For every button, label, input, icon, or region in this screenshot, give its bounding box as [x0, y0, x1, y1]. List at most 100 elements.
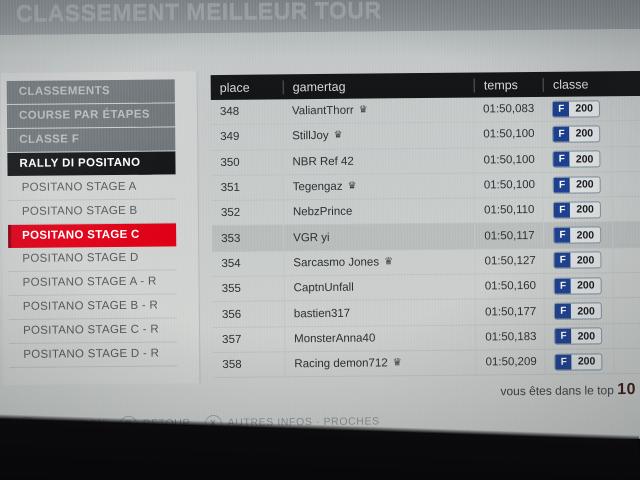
sidebar: CLASSEMENTS COURSE PAR ÉTAPES CLASSE F RALL…: [6, 79, 178, 369]
column-header-classe: classe: [542, 76, 613, 92]
breadcrumb-item-1[interactable]: COURSE PAR ÉTAPES: [6, 103, 176, 129]
cell-classe: F 200: [543, 96, 613, 122]
cell-gamertag: Tegengaz ♛: [283, 173, 475, 200]
cell-classe: F 200: [545, 349, 615, 375]
class-badge-letter: F: [555, 354, 572, 370]
cell-gamertag: ValiantThorr ♛: [282, 97, 475, 124]
cell-classe: F 200: [544, 273, 615, 299]
gamertag-label: Tegengaz: [292, 180, 343, 194]
sidebar-stage-item[interactable]: POSITANO STAGE B - R: [8, 294, 177, 321]
cell-temps: 01:50,083: [474, 96, 544, 122]
crown-icon: ♛: [333, 130, 343, 142]
gamertag-label: bastien317: [293, 307, 351, 320]
class-badge: F 200: [554, 327, 603, 346]
cell-place: 353: [212, 225, 285, 251]
gamertag-label: MonsterAnna40: [294, 332, 376, 346]
game-screen: CLASSEMENT MEILLEUR TOUR CLASSEMENTS COUR…: [0, 0, 640, 445]
cell-overflow: [612, 121, 640, 146]
gamertag-label: CaptnUnfall: [293, 281, 354, 295]
stage-list: POSITANO STAGE A POSITANO STAGE B POSITANO…: [7, 175, 178, 369]
class-badge-number: 200: [576, 203, 594, 216]
cell-temps: 01:50,100: [474, 122, 544, 148]
button-hint-label: RETOUR: [142, 417, 191, 430]
cell-temps: 01:50,117: [475, 223, 545, 249]
class-badge-number: 200: [577, 304, 595, 318]
cell-temps: 01:50,100: [474, 172, 545, 198]
breadcrumb-item-3[interactable]: RALLY DI POSITANO: [7, 151, 176, 177]
table-row[interactable]: 358 Racing demon712 ♛ 01:50,209 F 200: [213, 348, 640, 379]
cell-gamertag: Racing demon712 ♛: [285, 350, 477, 377]
gamertag-label: StillJoy: [292, 130, 329, 143]
cell-temps: 01:50,183: [476, 324, 546, 350]
sidebar-stage-item[interactable]: POSITANO STAGE D - R: [9, 342, 178, 369]
button-hint-label: AUTRES INFOS · PROCHES: [227, 415, 380, 429]
class-badge: F 200: [554, 302, 602, 320]
leaderboard-table: place gamertag temps classe 348 ValiantTh…: [210, 70, 640, 379]
class-badge-letter: F: [554, 202, 571, 218]
gamertag-label: Racing demon712: [294, 357, 388, 371]
cell-place: 352: [211, 200, 285, 226]
cell-overflow: [613, 146, 640, 171]
sidebar-stage-item[interactable]: POSITANO STAGE C: [8, 223, 177, 249]
cell-overflow: [612, 96, 640, 121]
cell-overflow: [613, 197, 640, 222]
cell-classe: F 200: [545, 323, 615, 349]
cell-overflow: [613, 222, 640, 247]
cell-gamertag: NBR Ref 42: [283, 148, 475, 175]
class-badge-letter: F: [553, 151, 570, 168]
cell-gamertag: VGR yi: [284, 224, 476, 251]
sidebar-stage-item[interactable]: POSITANO STAGE A: [7, 175, 176, 202]
sidebar-stage-item[interactable]: POSITANO STAGE C - R: [8, 318, 178, 345]
table-body: 348 ValiantThorr ♛ 01:50,083 F 200 349 StillJoy…: [210, 95, 640, 379]
button-hint-b[interactable]: B RETOUR: [119, 415, 191, 433]
class-badge-number: 200: [577, 279, 595, 292]
gamertag-label: ValiantThorr: [291, 104, 354, 118]
cell-gamertag: MonsterAnna40: [285, 325, 477, 352]
cell-temps: 01:50,160: [475, 273, 546, 299]
cell-place: 357: [213, 327, 286, 353]
gamepad-a-icon: A: [17, 416, 36, 434]
class-badge: F 200: [553, 277, 602, 295]
cell-overflow: [614, 323, 640, 348]
crown-icon: ♛: [392, 357, 402, 369]
class-badge-number: 200: [575, 127, 594, 140]
class-badge-letter: F: [554, 278, 572, 294]
crown-icon: ♛: [358, 104, 368, 116]
column-header-temps: temps: [473, 77, 544, 93]
class-badge-letter: F: [554, 227, 571, 243]
column-header-gamertag: gamertag: [282, 78, 474, 94]
sidebar-stage-item[interactable]: POSITANO STAGE B: [7, 199, 177, 226]
class-badge-letter: F: [555, 303, 572, 319]
button-hint-a[interactable]: A SÉLECTION: [17, 416, 106, 434]
cell-classe: F 200: [545, 298, 615, 324]
cell-gamertag: CaptnUnfall: [284, 274, 476, 301]
breadcrumb-item-2[interactable]: CLASSE F: [7, 127, 176, 153]
cell-place: 354: [212, 251, 285, 277]
class-badge-number: 200: [575, 153, 594, 166]
class-badge-number: 200: [577, 355, 596, 368]
button-hint-x[interactable]: X AUTRES INFOS · PROCHES: [204, 413, 380, 432]
gamertag-label: NBR Ref 42: [292, 155, 354, 169]
class-badge-letter: F: [554, 253, 571, 269]
breadcrumb: CLASSEMENTS COURSE PAR ÉTAPES CLASSE F RALL…: [6, 79, 176, 177]
cell-classe: F 200: [544, 222, 614, 248]
cell-place: 351: [211, 175, 284, 201]
class-badge: F 200: [552, 99, 600, 118]
class-badge: F 200: [552, 150, 601, 169]
breadcrumb-item-0[interactable]: CLASSEMENTS: [6, 79, 175, 105]
sidebar-stage-item[interactable]: POSITANO STAGE D: [8, 246, 177, 273]
class-badge: F 200: [553, 201, 601, 219]
sidebar-stage-item[interactable]: POSITANO STAGE A - R: [8, 270, 177, 297]
gamepad-x-icon: X: [204, 414, 222, 432]
cell-overflow: [614, 273, 640, 298]
cell-gamertag: StillJoy ♛: [283, 122, 475, 149]
class-badge-number: 200: [577, 330, 596, 343]
class-badge-number: 200: [576, 229, 595, 242]
cell-place: 350: [211, 149, 284, 175]
cell-temps: 01:50,209: [476, 349, 546, 375]
button-hint-label: SÉLECTION: [40, 418, 106, 431]
cell-gamertag: Sarcasmo Jones ♛: [284, 249, 476, 276]
cell-overflow: [614, 248, 640, 273]
class-badge-letter: F: [553, 177, 571, 193]
